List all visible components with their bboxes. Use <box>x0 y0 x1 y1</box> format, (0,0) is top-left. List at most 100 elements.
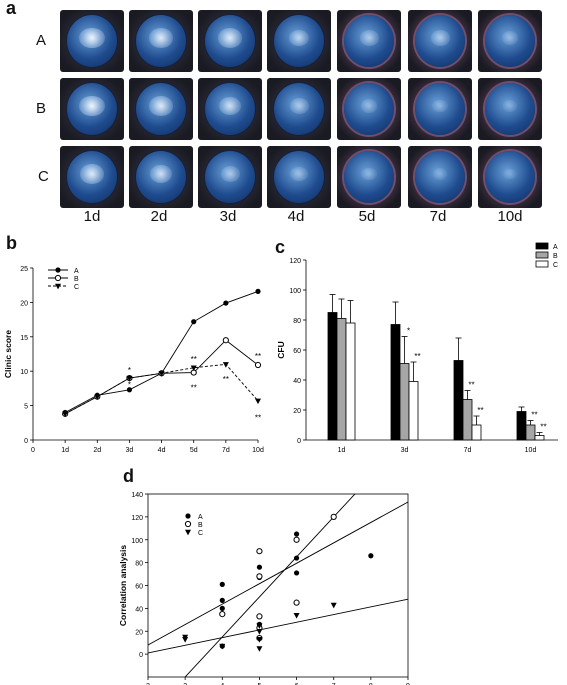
significance-mark: ** <box>255 413 261 422</box>
data-point-C <box>94 394 101 401</box>
data-point-B <box>222 337 229 344</box>
data-point-A <box>368 553 374 559</box>
panel-d-letter: d <box>123 466 134 486</box>
y-tick-label: 140 <box>131 492 143 499</box>
fit-line-A <box>184 494 356 677</box>
data-point-A <box>219 605 225 611</box>
panel-a-letter: a <box>6 0 17 18</box>
y-tick-label: 20 <box>293 408 301 415</box>
data-point-C <box>190 365 197 372</box>
y-tick-label: 5 <box>24 404 28 411</box>
data-point-C <box>182 637 189 643</box>
data-point-A <box>256 564 263 570</box>
x-tick-label: 6 <box>295 683 299 685</box>
y-tick-label: 0 <box>139 652 143 659</box>
eye-column-label: 1d <box>83 208 101 225</box>
eye-column-label: 3d <box>219 208 237 225</box>
y-tick-label: 40 <box>135 606 143 613</box>
legend-marker-A <box>185 513 191 519</box>
data-point-A <box>293 555 300 561</box>
data-point-C <box>293 613 300 619</box>
bar-B <box>525 424 536 441</box>
y-tick-label: 60 <box>293 348 301 355</box>
y-tick-label: 10 <box>20 369 28 376</box>
eye-row-label: A <box>36 32 47 49</box>
fit-line-B <box>148 501 408 646</box>
significance-mark: ** <box>191 355 197 364</box>
cornea-photo <box>60 146 124 208</box>
x-tick-label: 3 <box>183 683 187 685</box>
legend-marker-C <box>55 283 61 290</box>
legend-label: A <box>74 268 79 275</box>
significance-mark: * <box>128 380 131 389</box>
x-tick-label: 8 <box>369 683 373 685</box>
data-point-C <box>256 646 263 652</box>
data-point-A <box>191 319 197 325</box>
legend-label: B <box>198 522 203 529</box>
x-tick-label: 3d <box>126 447 134 454</box>
bar-A <box>327 312 338 441</box>
data-point-C <box>62 411 69 418</box>
cornea-photo <box>129 146 193 208</box>
bar-C <box>534 435 545 441</box>
y-tick-label: 120 <box>289 258 301 265</box>
bar-C <box>408 381 419 441</box>
bar-A <box>453 360 464 441</box>
y-tick-label: 120 <box>131 515 143 522</box>
series-line-B <box>64 339 259 415</box>
data-point-C <box>330 602 337 609</box>
cornea-photo <box>198 10 262 72</box>
cornea-photo <box>408 10 472 72</box>
data-point-C <box>158 371 165 377</box>
cornea-photo <box>478 78 542 140</box>
cornea-photo <box>408 146 472 208</box>
series-line-A <box>64 290 259 413</box>
legend-marker-B <box>184 520 192 528</box>
data-point-C <box>256 637 263 643</box>
x-tick-label: 1d <box>61 447 69 454</box>
fit-line-C <box>148 598 408 654</box>
cornea-photo <box>337 146 401 208</box>
legend-label: A <box>553 244 558 251</box>
cornea-photo <box>337 10 401 72</box>
eye-column-label: 7d <box>429 208 447 225</box>
y-tick-label: 80 <box>293 318 301 325</box>
eye-column-label: 5d <box>358 208 376 225</box>
data-point-B <box>256 548 263 555</box>
legend-swatch-B <box>535 251 549 259</box>
data-point-B <box>256 573 263 580</box>
y-tick-label: 80 <box>135 561 143 568</box>
legend-marker-A <box>55 267 61 273</box>
eye-column-label: 2d <box>150 208 168 225</box>
significance-mark: ** <box>191 384 197 393</box>
significance-mark: ** <box>223 375 229 384</box>
y-tick-label: 60 <box>135 584 143 591</box>
y-tick-label: 100 <box>131 538 143 545</box>
significance-mark: ** <box>468 381 474 390</box>
legend-label: A <box>198 514 203 521</box>
legend-label: B <box>74 276 79 283</box>
significance-mark: ** <box>414 352 420 361</box>
eye-row-label: C <box>38 168 49 185</box>
bar-B <box>399 363 410 441</box>
y-tick-label: 15 <box>20 335 28 342</box>
data-point-A <box>223 300 229 306</box>
x-tick-label: 7d <box>464 447 472 454</box>
correlation-scatter-chart: 0 20 40 60 80 100 120 140 2 3 4 5 6 7 8 9 Correlation an… <box>118 492 410 685</box>
significance-mark: ** <box>540 423 546 432</box>
data-point-B <box>219 610 226 618</box>
cornea-photo <box>408 78 472 140</box>
panel-b-letter: b <box>6 233 17 253</box>
x-tick-label: 2 <box>146 683 150 685</box>
fit-lines <box>148 494 408 677</box>
cornea-photo <box>267 78 331 140</box>
bar-A <box>516 411 527 441</box>
data-point-A <box>219 581 225 587</box>
bar-B <box>336 318 347 441</box>
y-tick-label: 40 <box>293 378 301 385</box>
legend-label: C <box>74 284 79 291</box>
data-point-A <box>219 597 225 603</box>
x-tick-label: 5d <box>190 447 198 454</box>
x-tick-label: 3d <box>401 447 409 454</box>
